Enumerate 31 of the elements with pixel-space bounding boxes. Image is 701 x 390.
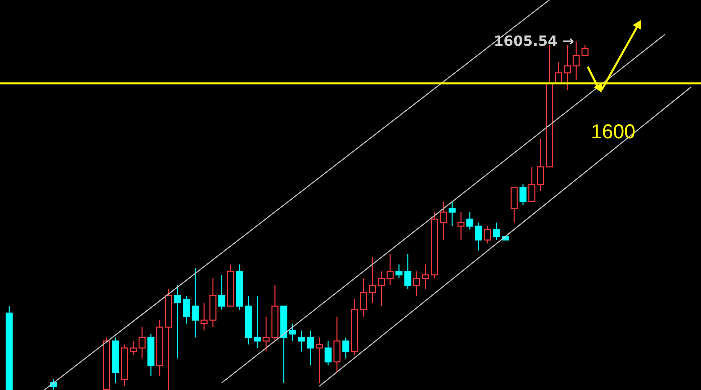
candlestick — [466, 212, 474, 230]
candlestick — [413, 271, 420, 296]
candlestick — [582, 44, 589, 56]
candlestick — [493, 222, 500, 241]
candlestick — [138, 326, 146, 360]
candlestick — [334, 316, 341, 374]
candlestick — [378, 271, 386, 307]
candlestick — [537, 138, 544, 192]
candlestick — [316, 337, 323, 384]
candlestick — [342, 337, 350, 360]
candlestick — [520, 184, 527, 206]
candlestick — [218, 274, 226, 310]
candlestick — [440, 201, 448, 241]
annotation: 1600 — [591, 122, 636, 144]
candlestick — [396, 264, 403, 280]
candlestick — [289, 323, 296, 342]
candlestick — [130, 340, 137, 356]
candlestick — [254, 295, 261, 349]
candlestick — [404, 254, 412, 290]
candlestick — [528, 166, 536, 202]
candlestick — [386, 254, 394, 286]
candlestick — [564, 44, 572, 92]
candlestick — [192, 268, 199, 338]
candlestick — [475, 222, 482, 252]
candlestick — [324, 340, 332, 366]
candlestick — [448, 201, 456, 227]
candlestick — [484, 226, 492, 244]
annotation: 1605.54 → — [494, 34, 575, 50]
candlestick — [510, 188, 518, 224]
candlestick — [572, 41, 580, 81]
candlestick — [458, 212, 465, 241]
